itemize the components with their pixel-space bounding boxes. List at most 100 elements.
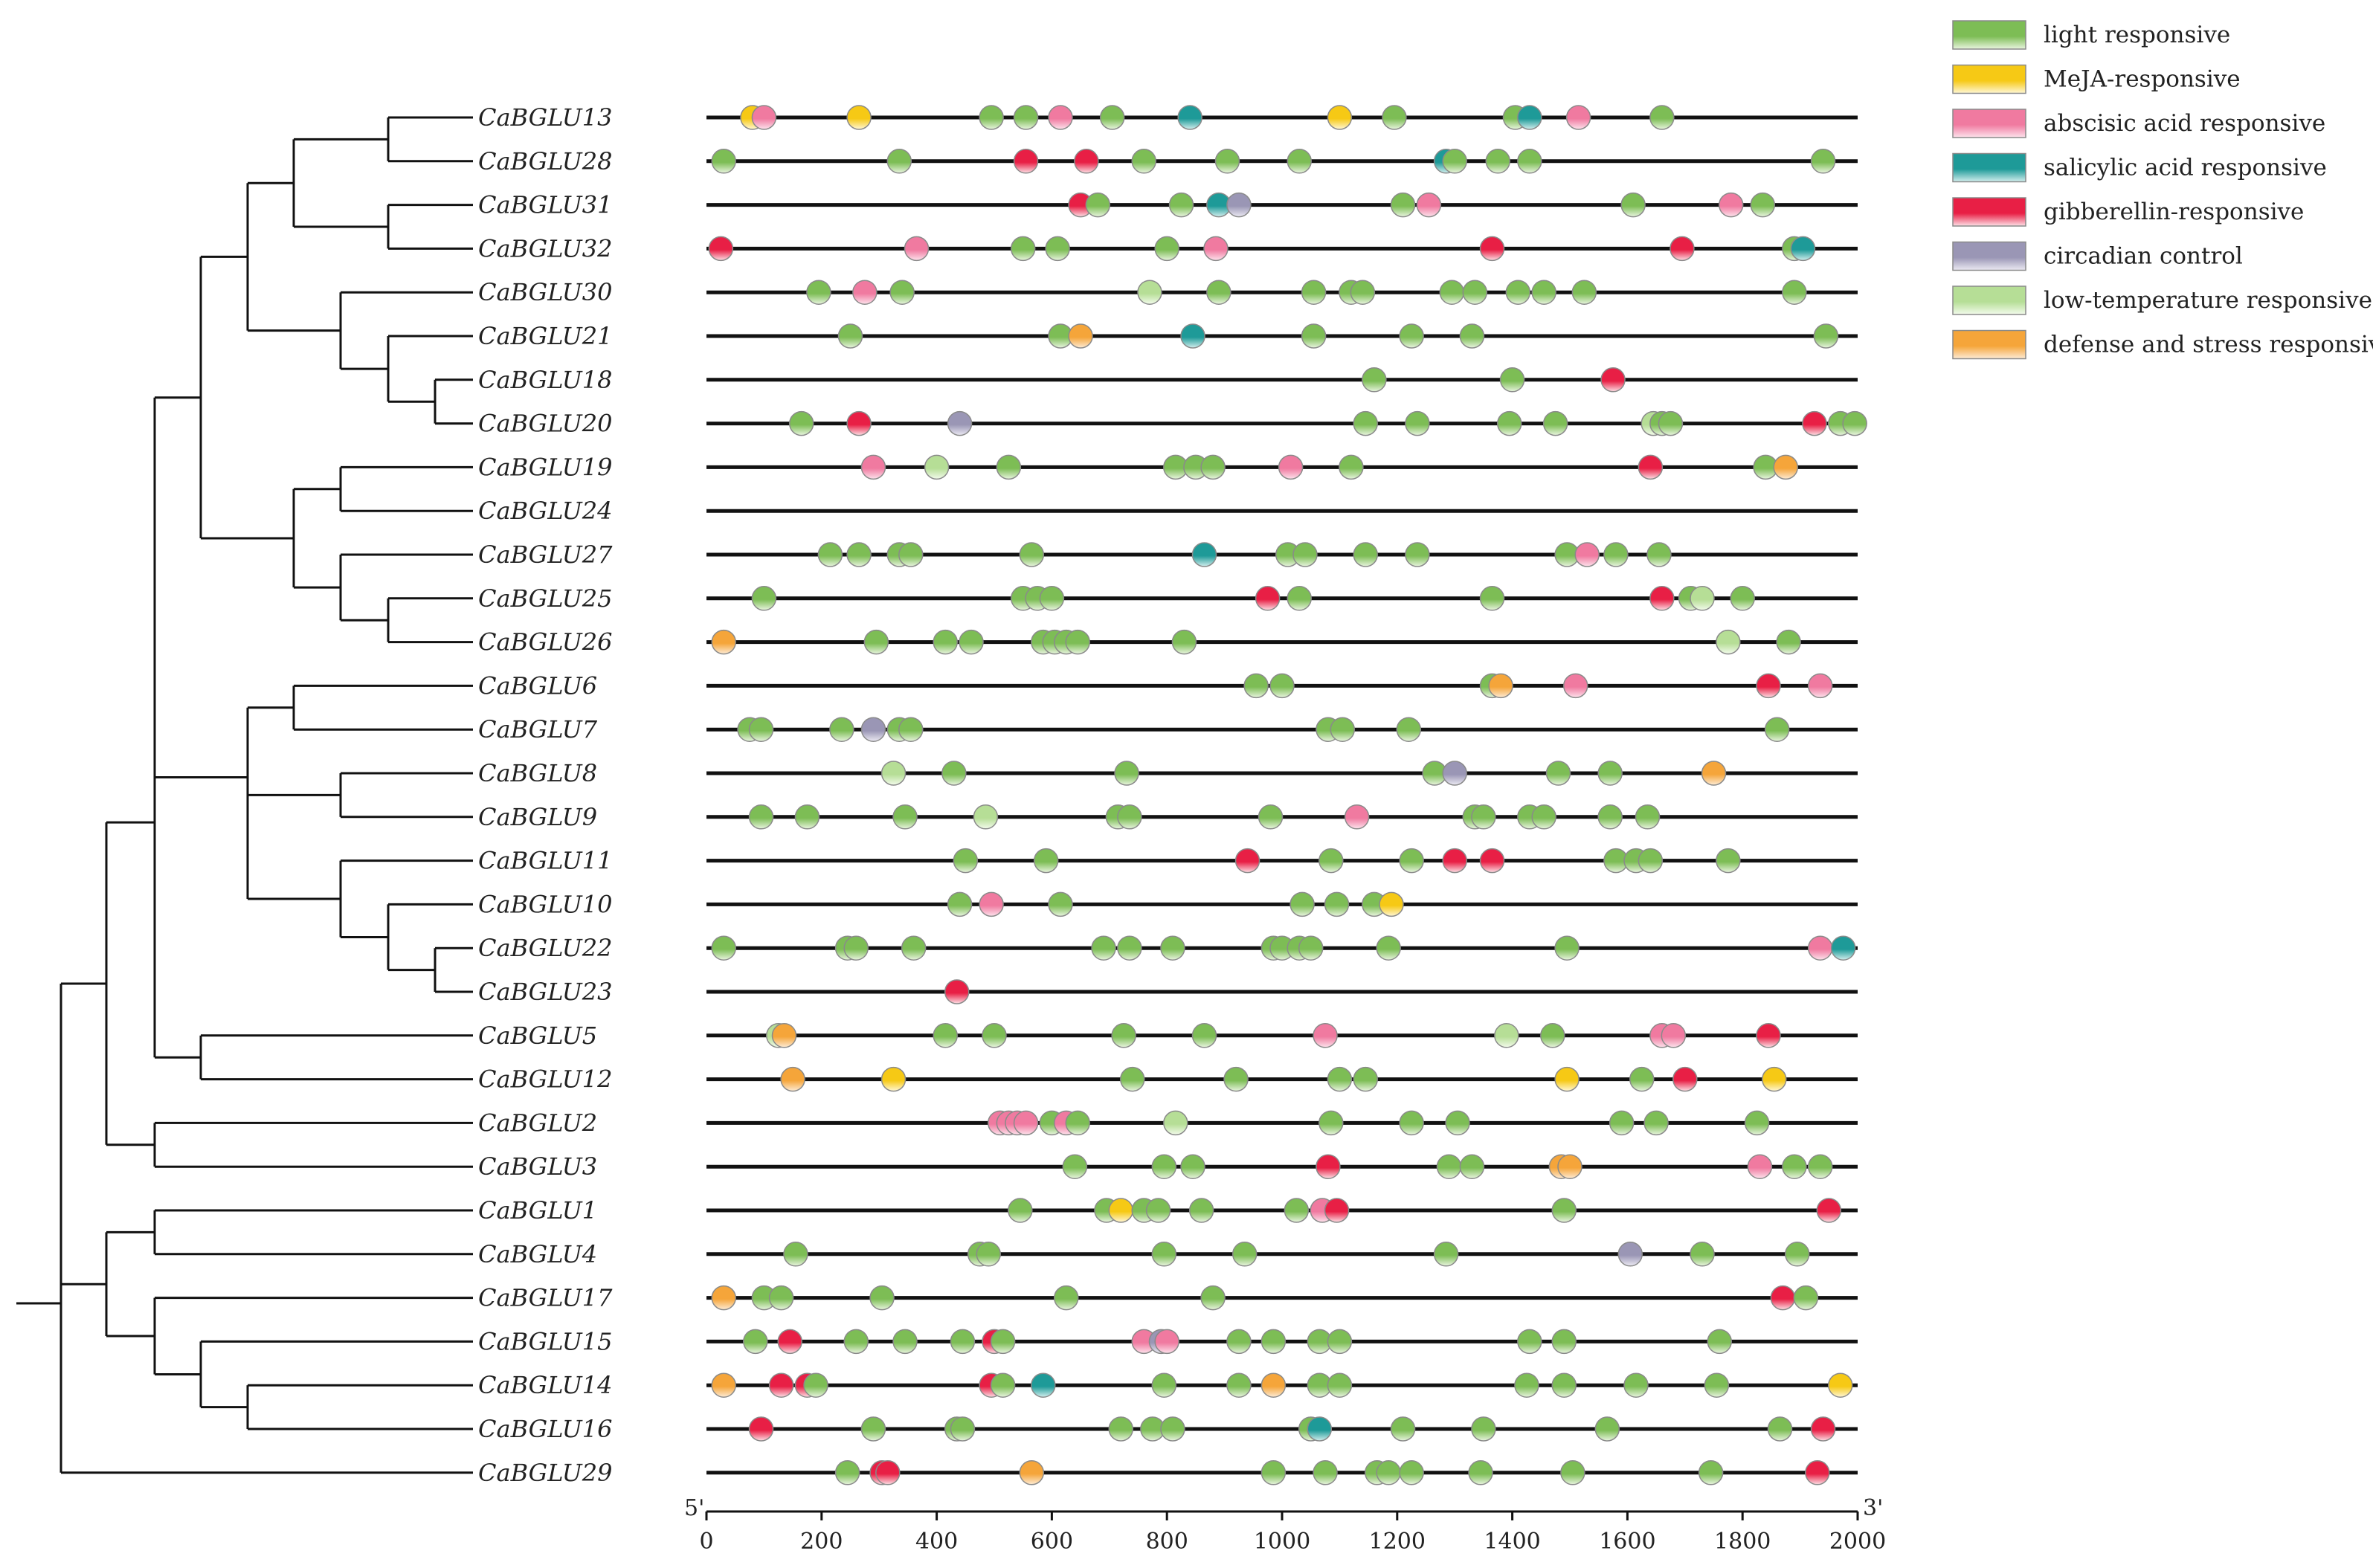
cis-element-marker [1284,1198,1310,1223]
cis-element-marker [892,804,918,830]
legend-item: gibberellin-responsive [1952,197,2304,227]
cis-element-marker [1542,410,1568,436]
cis-element-marker [1462,280,1488,305]
cis-element-marker [1330,717,1356,742]
cis-element-marker [1718,192,1744,218]
cis-element-marker [711,149,736,174]
cis-element-marker [1269,673,1295,699]
cis-element-marker [1260,1329,1287,1355]
cis-element-marker [829,717,854,742]
gene-label: CaBGLU30 [478,278,612,306]
cis-element-marker [1405,410,1430,436]
cis-element-marker [1298,935,1324,961]
cis-element-marker [860,454,886,480]
cis-element-marker [1289,891,1315,917]
cis-element-marker [1560,1460,1585,1485]
legend-item: light responsive [1952,20,2230,50]
cis-element-marker [1603,542,1629,567]
cis-element-marker [880,1066,907,1092]
cis-element-marker [1554,1066,1580,1092]
cis-element-marker [1255,586,1281,611]
cis-element-marker [1180,1154,1205,1179]
cis-element-marker [1324,891,1350,917]
cis-element-marker [1344,804,1370,830]
legend-item: salicylic acid responsive [1952,152,2327,183]
cis-element-marker [1013,105,1039,130]
cis-element-marker [1234,848,1260,874]
cis-element-marker [1782,280,1807,305]
cis-element-marker [1316,1154,1341,1179]
cis-element-marker [1292,542,1318,567]
cis-element-marker [1177,105,1202,130]
cis-element-marker [1313,1023,1338,1048]
cis-element-marker [1226,192,1252,218]
gene-label: CaBGLU15 [478,1327,612,1355]
promoter-row [706,1329,1858,1355]
cis-element-marker [1396,717,1422,742]
cis-element-marker [1033,848,1059,874]
promoter-row [706,1110,1858,1136]
cis-element-marker [1638,454,1664,480]
cis-element-marker [711,935,736,961]
cis-element-marker [1117,804,1142,830]
cis-element-marker [1807,1154,1833,1179]
gene-label: CaBGLU16 [478,1415,612,1443]
cis-element-marker [889,280,915,305]
cis-element-marker [834,1460,860,1485]
promoter-row [706,1372,1858,1398]
cis-element-marker [1065,1110,1090,1136]
cis-element-marker [771,1023,797,1048]
promoter-row [706,761,1858,786]
legend-item: circadian control [1952,241,2243,271]
cis-element-marker [1505,280,1531,305]
legend-item: defense and stress responsive [1952,329,2373,360]
cis-element-marker [953,848,979,874]
cis-element-marker [990,1372,1016,1398]
cis-element-marker [886,149,912,174]
cis-element-marker [1551,1198,1577,1223]
cis-element-marker [1707,1329,1732,1355]
gene-labels: CaBGLU13 CaBGLU28 CaBGLU31 CaBGLU32 CaBGLU30… [478,103,613,1487]
gene-label: CaBGLU1 [478,1196,597,1225]
position-axis: 5' 3' 0 200 400 600 800 1000 1200 1400 1600 1800 2… [684,1495,1886,1555]
cis-element-marker [1054,1285,1079,1311]
cis-element-marker [1416,192,1442,218]
cis-element-marker [1609,1110,1635,1136]
cis-element-marker [846,410,872,436]
axis-tick-label: 1600 [1599,1529,1655,1555]
cis-element-marker [1390,1416,1416,1442]
cis-element-marker [1390,192,1416,218]
phylogenetic-tree [16,116,473,1474]
gene-label: CaBGLU6 [478,671,597,700]
gene-label: CaBGLU14 [478,1371,612,1399]
cis-element-marker [1327,1066,1353,1092]
gene-label: CaBGLU29 [478,1459,612,1487]
cis-element-marker [1436,1154,1462,1179]
cis-element-marker [1045,236,1070,262]
cis-element-marker [1039,586,1065,611]
cis-element-marker [863,629,889,655]
axis-tick-label: 400 [915,1529,958,1555]
legend-swatch [1952,20,2026,50]
cis-element-marker [1784,1242,1810,1267]
cis-element-marker [1747,1154,1773,1179]
legend-swatch [1952,64,2026,94]
cis-element-marker [1776,629,1801,655]
cis-element-marker [976,1242,1002,1267]
gene-label: CaBGLU8 [478,759,597,787]
cis-element-marker [1085,192,1111,218]
cis-element-marker [1557,1154,1582,1179]
cis-element-marker [1635,804,1661,830]
cis-element-marker [1629,1066,1655,1092]
promoter-row [706,323,1858,349]
cis-element-marker [1376,935,1401,961]
legend-label: light responsive [2044,22,2230,48]
cis-element-marker [1638,848,1664,874]
cis-element-marker [1339,454,1364,480]
cis-element-marker [1551,1329,1577,1355]
cis-element-marker [1327,1329,1353,1355]
legend-label: abscisic acid responsive [2044,110,2325,137]
cis-element-marker [843,935,869,961]
cis-element-marker [1802,410,1827,436]
cis-element-marker [711,1285,736,1311]
